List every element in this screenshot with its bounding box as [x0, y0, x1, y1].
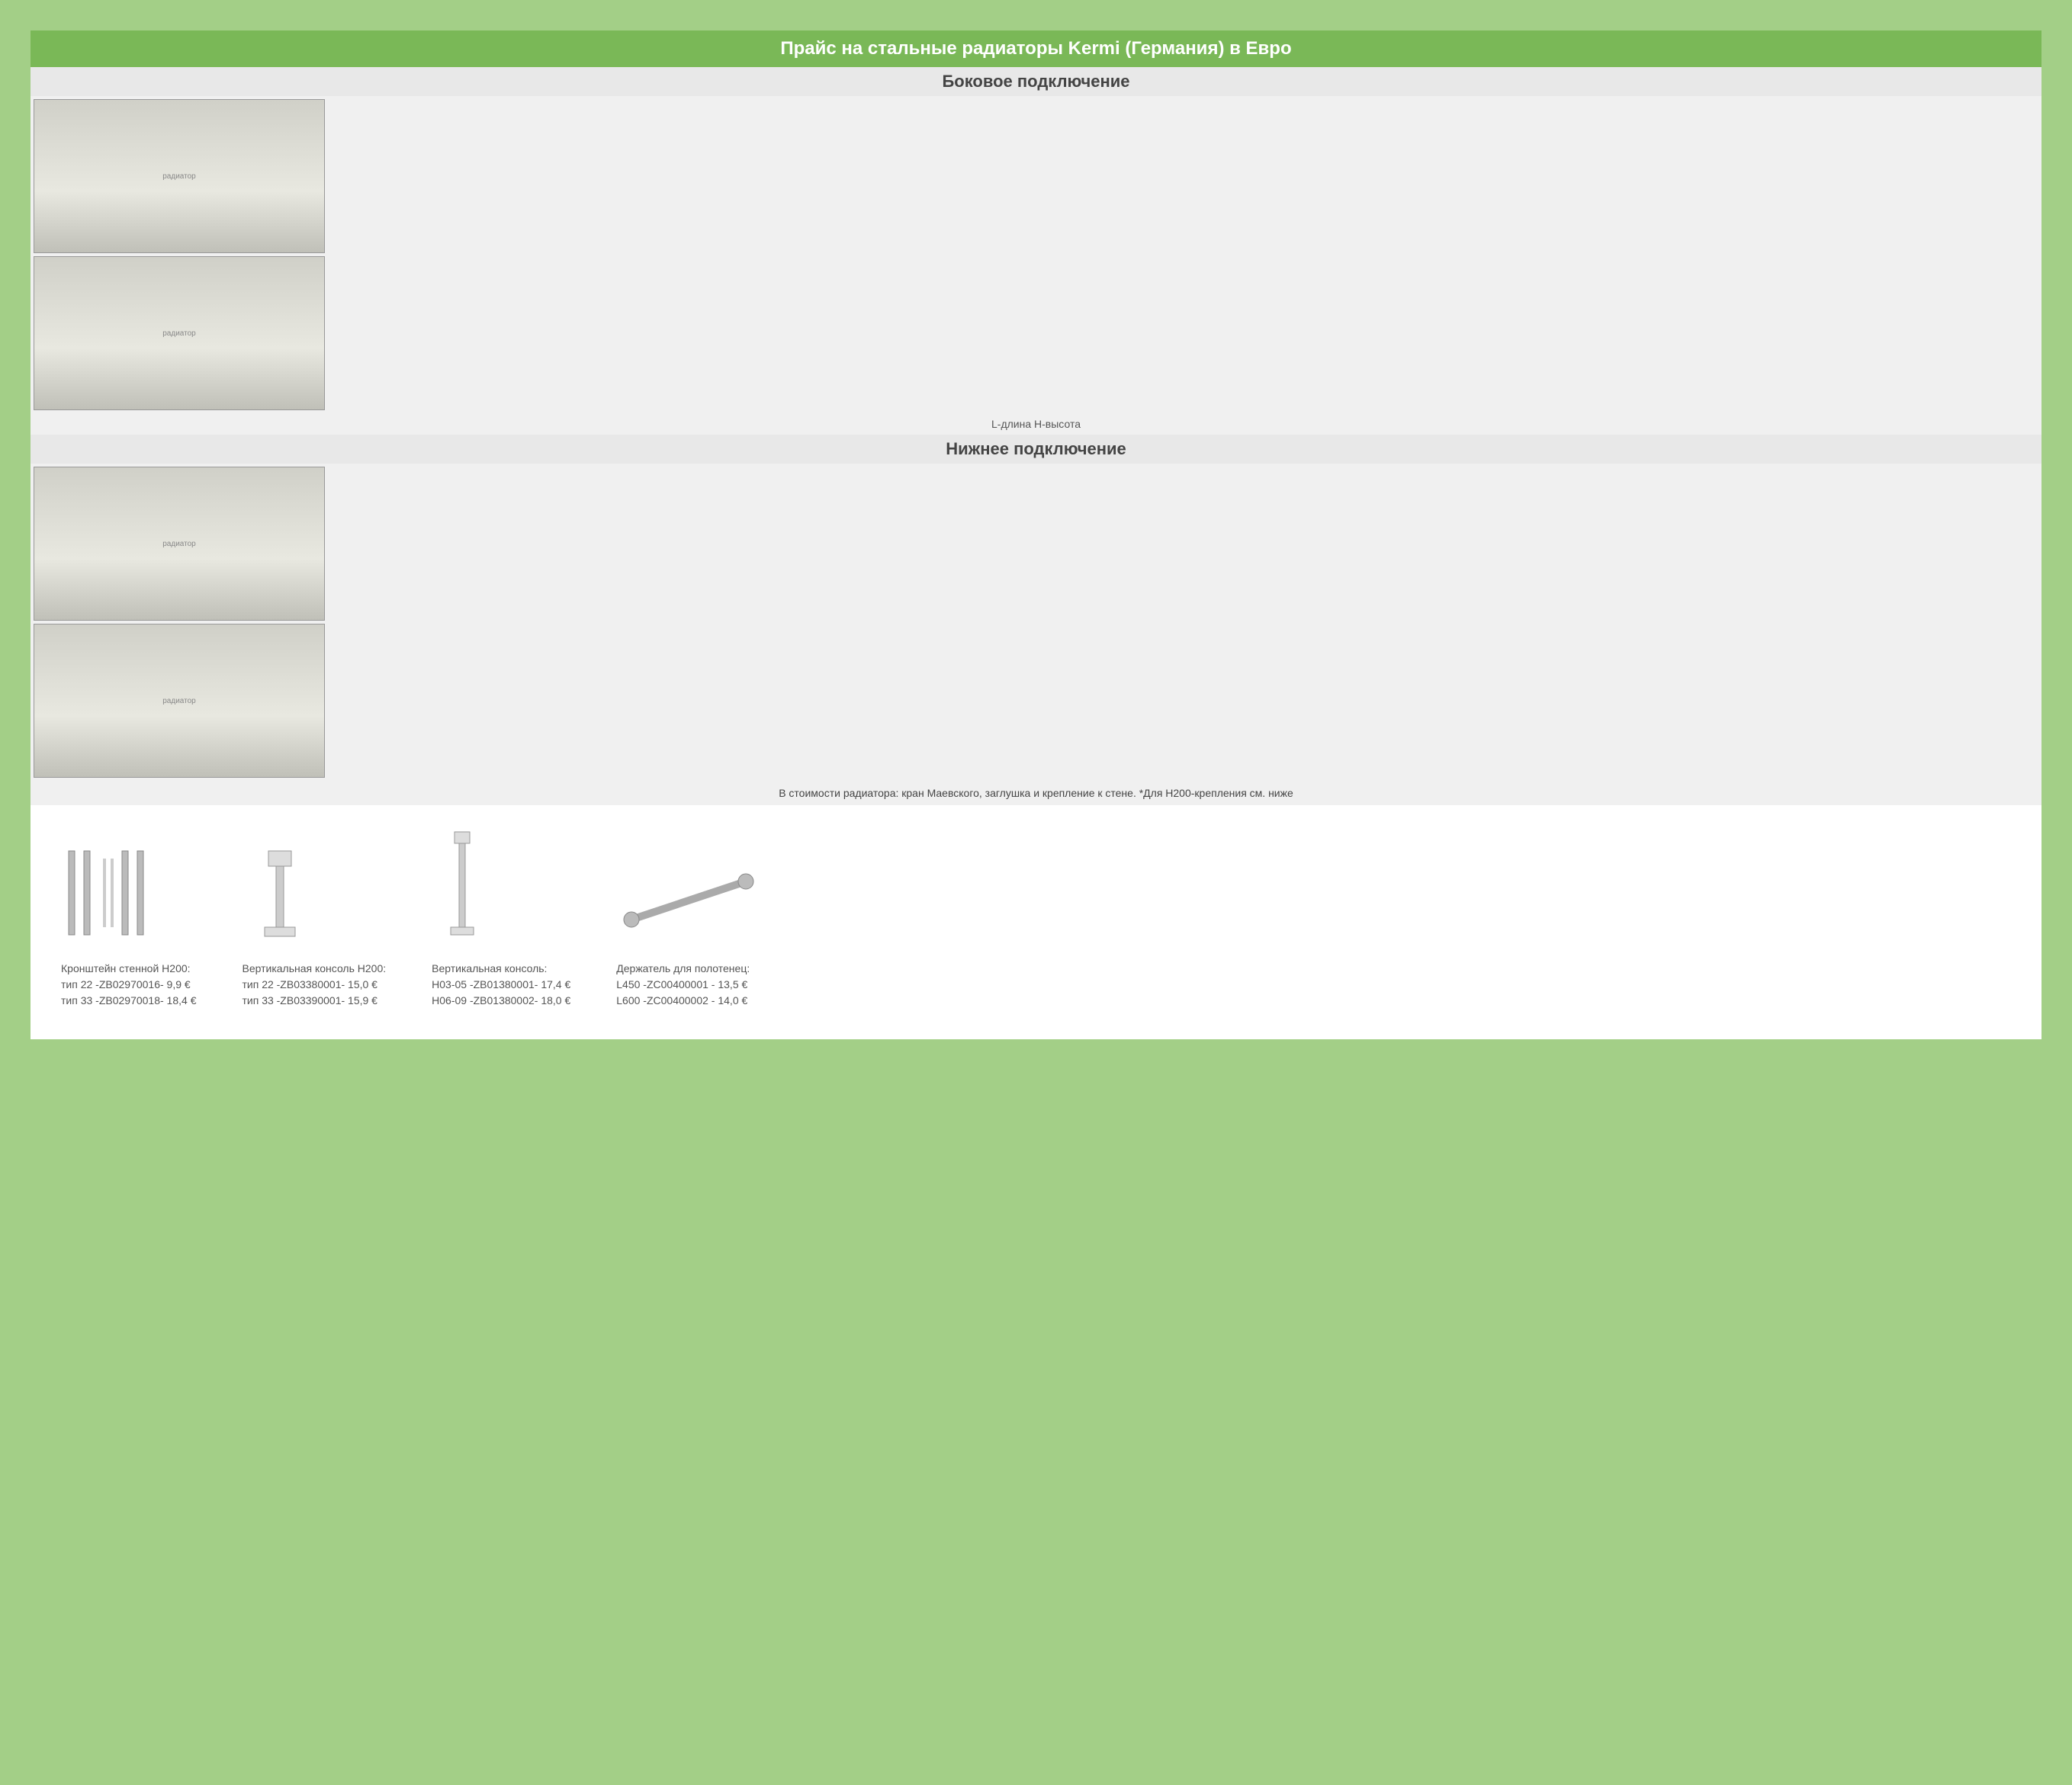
accessories-row: Кронштейн стенной H200: тип 22 -ZB029700… [31, 805, 2041, 1039]
console-tall-icon [432, 828, 493, 950]
acc-line: тип 22 -ZB03380001- 15,0 € [242, 977, 377, 993]
footer-note: В стоимости радиатора: кран Маевского, з… [31, 781, 2041, 805]
legend: L-длина H-высота [31, 413, 2041, 435]
page-container: Прайс на стальные радиаторы Kermi (Герма… [31, 30, 2041, 1039]
acc-title: Вертикальная консоль: [432, 961, 547, 977]
console-icon [242, 843, 318, 950]
accessory-vertical-console: Вертикальная консоль: H03-05 -ZB01380001… [432, 828, 570, 1009]
acc-line: тип 33 -ZB02970018- 18,4 € [61, 993, 196, 1009]
acc-line: H06-09 -ZB01380002- 18,0 € [432, 993, 570, 1009]
bracket-icon [61, 843, 153, 950]
section1: радиатор радиатор [31, 96, 2041, 413]
main-title: Прайс на стальные радиаторы Kermi (Герма… [31, 30, 2041, 67]
photo-radiator-ventil-1: радиатор [34, 467, 325, 621]
section2: радиатор радиатор [31, 464, 2041, 781]
acc-line: L600 -ZC00400002 - 14,0 € [616, 993, 747, 1009]
acc-title: Кронштейн стенной H200: [61, 961, 191, 977]
section1-subtitle: Боковое подключение [31, 67, 2041, 96]
accessory-wall-bracket: Кронштейн стенной H200: тип 22 -ZB029700… [61, 843, 196, 1009]
acc-line: тип 33 -ZB03390001- 15,9 € [242, 993, 377, 1009]
acc-line: L450 -ZC00400001 - 13,5 € [616, 977, 747, 993]
acc-line: H03-05 -ZB01380001- 17,4 € [432, 977, 570, 993]
section2-subtitle: Нижнее подключение [31, 435, 2041, 464]
acc-title: Держатель для полотенец: [616, 961, 750, 977]
accessory-towel-holder: Держатель для полотенец: L450 -ZC0040000… [616, 859, 769, 1009]
photo-radiator-ventil-2: радиатор [34, 624, 325, 778]
section1-photos: радиатор радиатор [31, 96, 326, 413]
photo-radiator-interior-1: радиатор [34, 99, 325, 253]
section2-photos: радиатор радиатор [31, 464, 326, 781]
acc-title: Вертикальная консоль H200: [242, 961, 386, 977]
photo-radiator-interior-2: радиатор [34, 256, 325, 410]
accessory-vertical-console-h200: Вертикальная консоль H200: тип 22 -ZB033… [242, 843, 386, 1009]
acc-line: тип 22 -ZB02970016- 9,9 € [61, 977, 191, 993]
towel-holder-icon [616, 859, 769, 950]
